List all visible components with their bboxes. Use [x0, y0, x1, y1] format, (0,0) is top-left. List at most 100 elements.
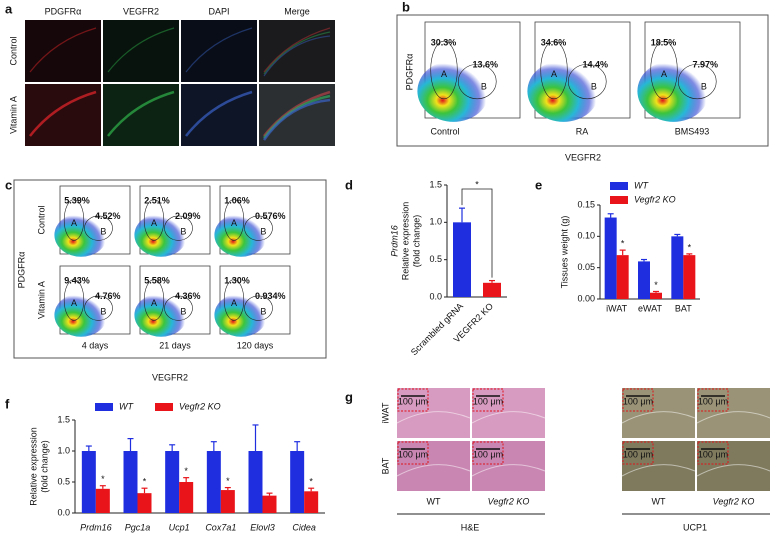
y-tick-label: 0.00	[577, 293, 595, 303]
stain-texture	[29, 90, 97, 137]
bar	[220, 490, 235, 513]
gate-name: B	[100, 307, 106, 317]
gate-outline	[223, 199, 245, 241]
panel-c-frame	[13, 179, 327, 359]
inset	[697, 441, 729, 465]
gate-name: B	[591, 82, 597, 92]
micrograph	[25, 20, 101, 82]
micrograph	[103, 20, 179, 82]
panel-label: e	[535, 177, 542, 192]
bar	[650, 292, 662, 299]
stain-label: UCP1	[683, 522, 707, 532]
tissue-texture	[621, 411, 696, 424]
legend-label: Vegfr2 KO	[179, 401, 221, 411]
plot-name: Control	[430, 126, 459, 136]
bar	[453, 222, 471, 297]
gate-percent: 1.06%	[224, 195, 250, 205]
inset	[622, 441, 654, 465]
y-axis-label: PDGFRα	[16, 252, 26, 289]
stain-haze	[25, 20, 101, 82]
channel-label: VEGFR2	[123, 6, 159, 16]
stain-texture	[185, 27, 253, 73]
gate-name: A	[71, 298, 77, 308]
bar	[248, 451, 263, 513]
y-tick-label: 1.5	[429, 179, 442, 189]
y-axis-label: Prdm16	[389, 225, 399, 257]
x-tick-label: Ucp1	[169, 522, 190, 532]
significance: *	[688, 242, 692, 252]
legend-swatch	[610, 196, 628, 204]
legend-label: Vegfr2 KO	[634, 194, 676, 204]
y-tick-label: 0.15	[577, 199, 595, 209]
gate-name: A	[441, 69, 447, 79]
y-tick-label: 0.10	[577, 231, 595, 241]
channel-label: Merge	[284, 6, 310, 16]
scale-bar-label: 100 μm	[623, 449, 653, 459]
stain-haze	[259, 20, 335, 82]
row-label: iWAT	[380, 402, 390, 423]
genotype-label: Vegfr2 KO	[713, 496, 755, 506]
x-tick-label: Scrambled gRNA	[409, 301, 465, 357]
gate-outline	[143, 279, 165, 321]
genotype-label: WT	[427, 496, 441, 506]
gate-name: B	[180, 307, 186, 317]
y-tick-label: 0.0	[429, 291, 442, 301]
gate-outline	[63, 279, 85, 321]
legend-swatch	[610, 182, 628, 190]
gate-name: B	[701, 82, 707, 92]
channel-label: PDGFRα	[45, 6, 82, 16]
x-axis-label: VEGFR2	[152, 372, 188, 382]
scale-bar-label: 100 μm	[398, 449, 428, 459]
flow-density	[637, 60, 710, 122]
gate-outline	[244, 295, 273, 321]
bar	[137, 493, 152, 513]
bar	[95, 488, 110, 513]
gate-name: B	[100, 227, 106, 237]
plot-name: RA	[576, 126, 589, 136]
stain-haze	[25, 84, 101, 146]
stain-texture	[262, 98, 331, 141]
column-label: 21 days	[159, 340, 191, 350]
row-label: Vitamin A	[8, 96, 18, 134]
stain-haze	[259, 84, 335, 146]
gate-percent: 1.30%	[224, 275, 250, 285]
micrograph	[259, 20, 335, 82]
stain-haze	[259, 84, 335, 146]
y-tick-label: 1.5	[57, 414, 70, 424]
gate-outline	[164, 215, 193, 241]
scale-bar-label: 100 μm	[473, 396, 503, 406]
y-axis-label: (fold change)	[39, 440, 49, 493]
bar	[206, 451, 221, 513]
gate-outline	[457, 63, 497, 100]
tissue-texture	[696, 464, 771, 477]
gate-percent: 4.52%	[95, 211, 121, 221]
gate-outline	[164, 295, 193, 321]
bar	[123, 451, 138, 513]
flow-density	[527, 60, 600, 122]
stain-haze	[103, 20, 179, 82]
y-axis-label: Tissues weight (g)	[559, 216, 569, 289]
flow-density	[417, 60, 490, 122]
stain-texture	[29, 27, 97, 73]
tissue-texture	[471, 411, 546, 424]
gate-percent: 5.39%	[64, 195, 90, 205]
bar	[81, 451, 96, 513]
scale-bar-label: 100 μm	[398, 396, 428, 406]
bar	[671, 236, 684, 299]
significance: *	[184, 466, 188, 476]
gate-percent: 2.51%	[144, 195, 170, 205]
gate-percent: 34.6%	[541, 37, 567, 47]
panel-label: g	[345, 389, 353, 404]
gate-outline	[677, 63, 717, 100]
stain-label: H&E	[461, 522, 480, 532]
genotype-label: Vegfr2 KO	[488, 496, 530, 506]
y-tick-label: 0.5	[57, 476, 70, 486]
x-tick-label: Cidea	[292, 522, 316, 532]
x-tick-label: Elovl3	[250, 522, 275, 532]
plot-name: BMS493	[675, 126, 710, 136]
significance-bracket	[461, 188, 493, 278]
gate-percent: 0.576%	[255, 211, 286, 221]
x-axis-label: VEGFR2	[565, 152, 601, 162]
gate-outline	[84, 295, 113, 321]
significance: *	[226, 476, 230, 486]
